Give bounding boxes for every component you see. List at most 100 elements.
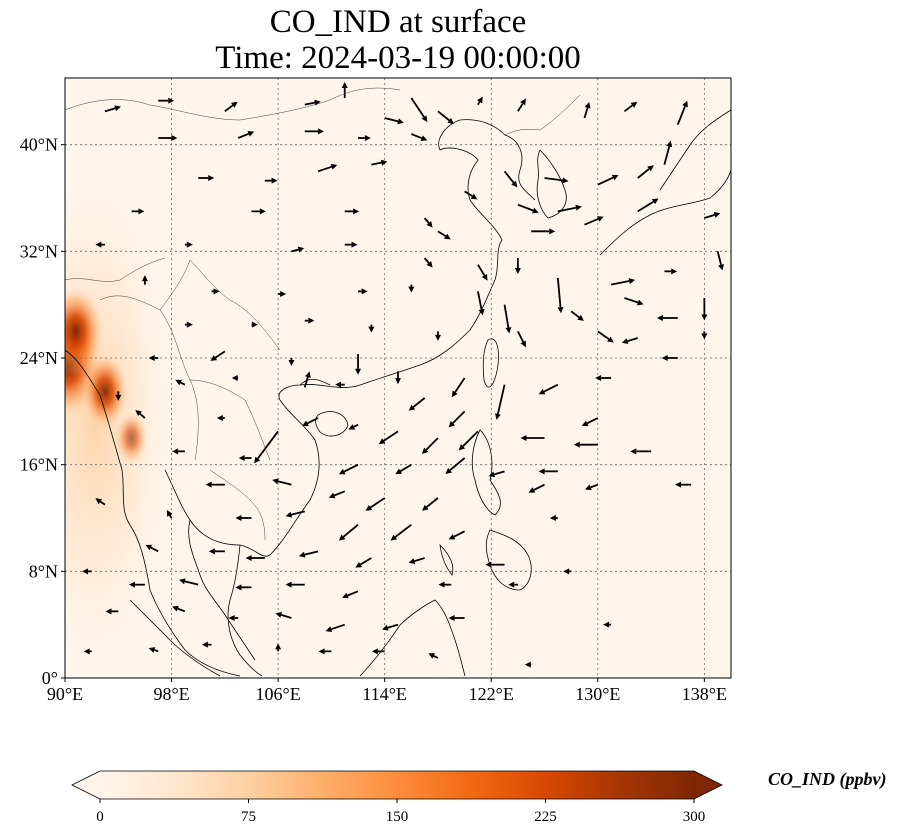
wind-arrow: [623, 101, 638, 113]
wind-arrow: [179, 578, 199, 586]
wind-arrow-shaft: [347, 590, 359, 597]
wind-arrow: [371, 159, 388, 166]
wind-arrow: [408, 284, 415, 293]
wind-arrow-shaft: [410, 97, 425, 118]
coastline-visayas-mindanao: [485, 529, 532, 591]
wind-arrow-head: [138, 208, 145, 215]
wind-arrow: [355, 354, 362, 375]
wind-arrow-shaft: [624, 297, 639, 304]
wind-arrow: [141, 275, 148, 285]
wind-arrow-shaft: [590, 483, 599, 489]
wind-arrow-head: [505, 327, 512, 334]
wind-arrow-head: [451, 390, 458, 398]
wind-arrow-head: [355, 561, 363, 568]
wind-arrow-shaft: [437, 110, 450, 122]
wind-arrow-head: [83, 648, 90, 655]
wind-arrow: [304, 99, 321, 106]
wind-arrow: [82, 568, 92, 575]
wind-arrow-head: [701, 314, 708, 321]
wind-arrow: [573, 441, 598, 448]
lat-tick-label: 40°N: [20, 135, 58, 155]
wind-arrow-shaft: [477, 101, 481, 106]
coastline-japan: [599, 169, 731, 256]
colorbar-bar: [100, 771, 694, 799]
wind-arrow-head: [175, 379, 182, 386]
wind-arrow: [341, 82, 348, 98]
wind-arrow: [438, 581, 452, 588]
wind-arrow-head: [508, 581, 515, 588]
wind-arrow-head: [171, 135, 178, 141]
wind-arrow-shaft: [584, 218, 599, 226]
wind-arrow-head: [438, 581, 445, 588]
wind-arrow-shaft: [533, 483, 545, 491]
wind-arrow: [395, 463, 412, 475]
wind-arrow: [338, 523, 359, 541]
wind-arrow: [104, 105, 121, 113]
lat-tick-label: 24°N: [20, 348, 58, 368]
wind-arrow: [328, 490, 346, 499]
wind-arrow: [556, 277, 564, 314]
wind-arrow-shaft: [663, 146, 671, 165]
wind-arrow: [83, 648, 92, 655]
wind-arrow-head: [238, 455, 245, 461]
wind-arrow-head: [168, 97, 175, 104]
wind-arrow: [198, 175, 215, 181]
wind-arrow: [544, 177, 569, 184]
lon-tick-label: 90°E: [47, 684, 83, 704]
wind-arrow-head: [355, 368, 362, 375]
wind-arrow: [302, 417, 319, 426]
wind-arrow-head: [235, 584, 242, 591]
wind-arrow: [344, 208, 360, 215]
wind-arrow: [148, 355, 159, 361]
wind-arrow-head: [682, 100, 688, 108]
wind-arrow-shaft: [360, 557, 372, 566]
wind-arrow: [437, 230, 451, 240]
wind-arrow-shaft: [99, 500, 106, 506]
wind-arrow-head: [532, 207, 539, 214]
wind-arrow-head: [445, 467, 452, 474]
wind-arrow-head: [577, 314, 584, 321]
wind-arrow: [237, 131, 255, 139]
wind-arrow-head: [538, 388, 546, 395]
wind-arrow-head: [342, 592, 349, 599]
wind-arrow-head: [511, 180, 518, 188]
wind-arrow: [288, 358, 295, 366]
wind-arrow-head: [201, 641, 208, 648]
wind-arrow-head: [557, 306, 564, 314]
wind-arrow-head: [378, 438, 386, 445]
wind-arrow-shaft: [291, 248, 299, 253]
wind-arrow: [358, 288, 368, 295]
lon-tick-label: 106°E: [256, 684, 301, 704]
wind-arrow: [325, 623, 346, 633]
wind-arrow: [477, 291, 485, 316]
wind-arrow-shaft: [517, 330, 525, 343]
wind-arrow: [531, 228, 556, 235]
wind-arrow-head: [447, 118, 454, 125]
wind-arrow-head: [231, 101, 238, 108]
wind-arrow-shaft: [597, 176, 614, 186]
wind-arrow-head: [205, 481, 212, 488]
wind-arrow-shaft: [184, 580, 199, 586]
wind-arrow-shaft: [237, 132, 249, 139]
wind-arrow: [584, 216, 604, 226]
wind-arrow-head: [421, 115, 428, 122]
wind-arrow: [661, 355, 678, 361]
coastline-borneo: [359, 599, 466, 677]
wind-arrow: [384, 117, 404, 125]
wind-arrow: [95, 241, 105, 248]
border-myanmar: [99, 295, 199, 461]
wind-arrow: [105, 608, 119, 615]
wind-arrow-shaft: [570, 310, 580, 319]
wind-arrow: [175, 379, 186, 386]
wind-arrow-head: [524, 661, 531, 668]
wind-arrow: [448, 615, 465, 621]
wind-arrow-shaft: [333, 490, 346, 497]
coastline-sumatra: [129, 599, 221, 677]
wind-arrow: [421, 497, 439, 511]
wind-arrow: [557, 204, 582, 213]
wind-arrow-shaft: [437, 230, 447, 237]
wind-arrow: [437, 110, 454, 125]
wind-arrow-head: [397, 118, 404, 125]
wind-arrow: [423, 257, 433, 268]
wind-arrow-head: [302, 420, 309, 426]
